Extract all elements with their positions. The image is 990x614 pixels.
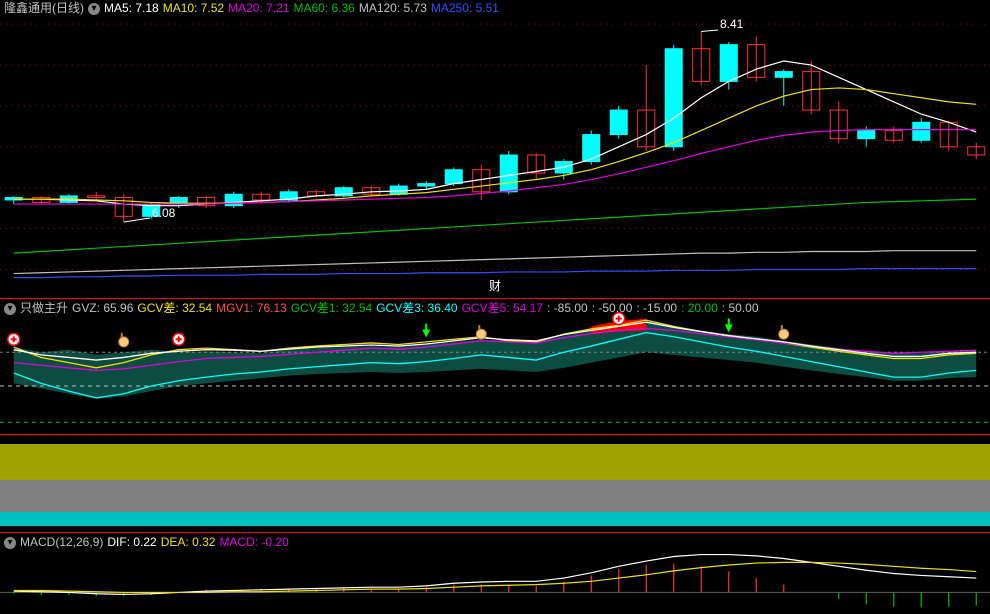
ma-label: MA5: 7.18 [104,1,159,15]
indicator-value: : -15.00 [636,301,677,315]
indicator-value: : 50.00 [722,301,759,315]
annotation: 财 [489,279,501,293]
main-header: 隆鑫通用(日线) ▾ MA5: 7.18 MA10: 7.52 MA20: 7.21 MA… [4,0,503,16]
macd-value: DIF: 0.22 [107,535,156,549]
ma-label: MA10: 7.52 [163,1,224,15]
band-layer [0,480,990,512]
band-layer [0,512,990,526]
main-chart[interactable]: 8.41 6.08 财 [0,0,990,298]
annotation: 8.41 [720,17,744,31]
collapse-icon[interactable]: ▾ [88,3,100,15]
indicator-value: GVZ: 65.96 [72,301,133,315]
indicator-value: MGV1: 76.13 [216,301,287,315]
arrow-down-icon [422,330,430,338]
indicator-value: : 20.00 [681,301,718,315]
band-layer [0,444,990,480]
hand-marker-icon [779,329,789,339]
indicator-value: GCV差: 32.54 [137,301,212,315]
ma-label: MA20: 7.21 [228,1,289,15]
bands-panel [0,436,990,532]
macd-title: MACD(12,26,9) [20,535,103,549]
indicator-value: : -85.00 [547,301,588,315]
macd-value: MACD: -0.20 [219,535,288,549]
indicator1-chart[interactable] [0,300,990,434]
indicator1-header: ▾ 只做主升 GVZ: 65.96 GCV差: 32.54 MGV1: 76.13 GCV… [4,300,763,316]
collapse-icon[interactable]: ▾ [4,303,16,315]
hand-marker-icon [476,329,486,339]
macd-value: DEA: 0.32 [161,535,216,549]
stock-title: 隆鑫通用(日线) [4,1,84,15]
indicator-title: 只做主升 [20,301,68,315]
hand-marker-icon [119,337,129,347]
ma-label: MA120: 5.73 [359,1,427,15]
indicator-value: GCV差1: 32.54 [291,301,372,315]
indicator-value: : -50.00 [592,301,633,315]
indicator-value: GCV差5: 54.17 [462,301,543,315]
ma-label: MA60: 6.36 [293,1,354,15]
annotation: 6.08 [152,206,176,220]
macd-header: ▾ MACD(12,26,9) DIF: 0.22 DEA: 0.32MACD: -0… [4,534,293,550]
chart-root: 隆鑫通用(日线) ▾ MA5: 7.18 MA10: 7.52 MA20: 7.21 MA… [0,0,990,614]
ma-label: MA250: 5.51 [431,1,499,15]
collapse-icon[interactable]: ▾ [4,537,16,549]
indicator-value: GCV差3: 36.40 [376,301,457,315]
arrow-down-icon [725,324,733,332]
